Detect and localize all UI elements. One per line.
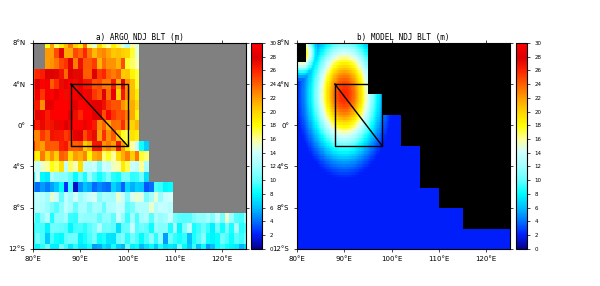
Title: a) ARGO NDJ BLT (m): a) ARGO NDJ BLT (m) [95, 33, 184, 42]
Title: b) MODEL NDJ BLT (m): b) MODEL NDJ BLT (m) [357, 33, 450, 42]
